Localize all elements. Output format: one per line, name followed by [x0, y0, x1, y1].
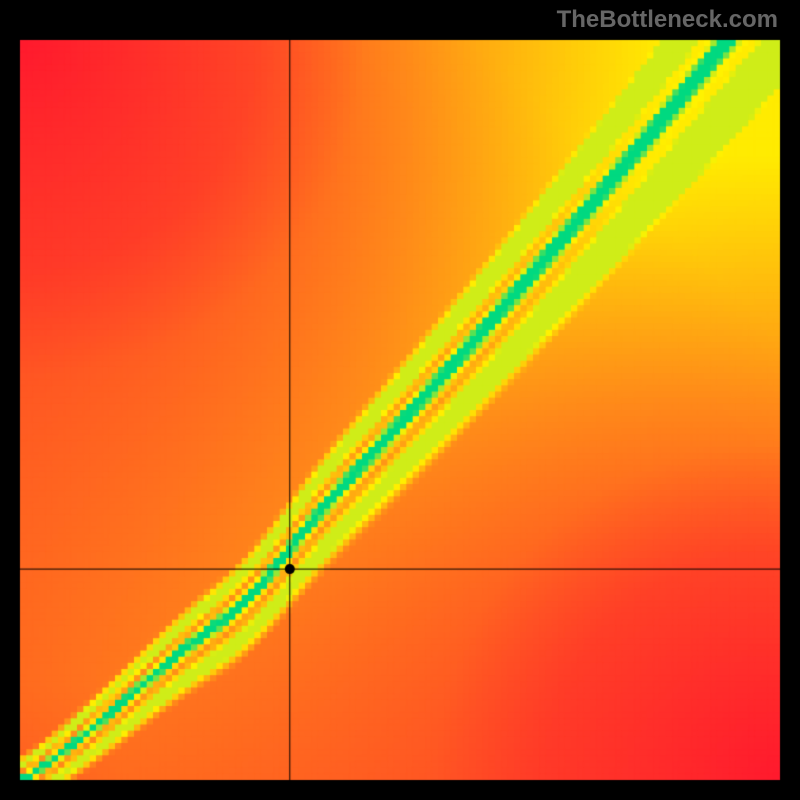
chart-container: { "watermark": { "text": "TheBottleneck.… — [0, 0, 800, 800]
heatmap-canvas — [0, 0, 800, 800]
watermark-text: TheBottleneck.com — [557, 6, 778, 34]
